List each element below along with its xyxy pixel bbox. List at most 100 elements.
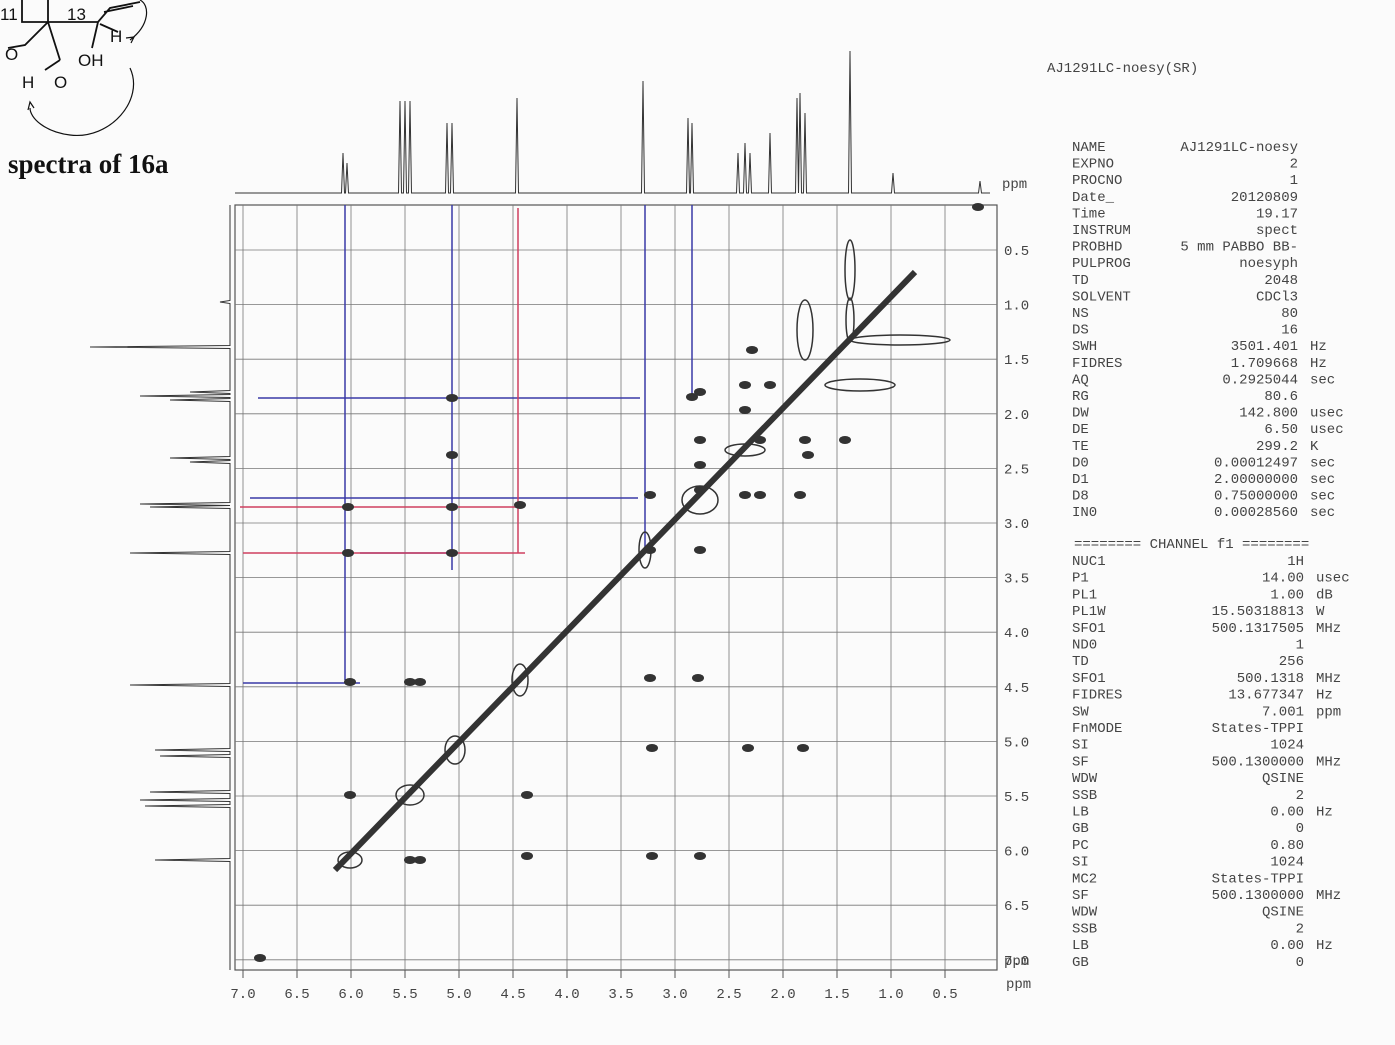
param-value: 19.17 <box>1256 206 1298 222</box>
param-value: 1 <box>1290 173 1298 189</box>
cross-peak <box>414 856 426 864</box>
cross-peak <box>694 486 706 494</box>
param-name: SWH <box>1072 339 1097 355</box>
x-tick-label: 3.0 <box>662 987 687 1003</box>
y-tick-label: 0.5 <box>1004 244 1029 260</box>
x-tick-label: 2.0 <box>770 987 795 1003</box>
atom-label: O <box>54 73 67 92</box>
param-unit: sec <box>1310 505 1335 521</box>
param-unit: MHz <box>1316 754 1341 770</box>
param-name: Time <box>1072 206 1106 222</box>
param-name: DW <box>1072 406 1089 422</box>
param-name: NS <box>1072 306 1089 322</box>
param-value: QSINE <box>1262 771 1304 787</box>
param-name: SSB <box>1072 921 1097 937</box>
y-tick-label: 2.0 <box>1004 408 1029 424</box>
param-name: SFO1 <box>1072 621 1106 637</box>
param-name: AQ <box>1072 372 1089 388</box>
param-value: AJ1291LC-noesy <box>1180 140 1298 156</box>
param-name: SF <box>1072 754 1089 770</box>
cross-peak <box>694 852 706 860</box>
param-name: PROBHD <box>1072 240 1122 256</box>
param-name: DE <box>1072 422 1089 438</box>
param-value: 20120809 <box>1231 190 1298 206</box>
cross-peak <box>446 451 458 459</box>
cross-peak <box>694 388 706 396</box>
cross-peak <box>839 436 851 444</box>
param-name: MC2 <box>1072 871 1097 887</box>
cross-peak <box>694 546 706 554</box>
param-name: FnMODE <box>1072 721 1122 737</box>
param-value: 0.75000000 <box>1214 489 1298 505</box>
cross-peak <box>739 491 751 499</box>
param-value: 6.50 <box>1264 422 1298 438</box>
param-value: States-TPPI <box>1212 871 1304 887</box>
cross-peak <box>395 784 425 806</box>
param-name: EXPNO <box>1072 157 1114 173</box>
param-value: 1.709668 <box>1231 356 1298 372</box>
cross-peak <box>444 735 466 765</box>
figure-caption: spectra of 16a <box>8 149 169 179</box>
cross-peak <box>799 436 811 444</box>
cross-peak <box>802 451 814 459</box>
param-value: 13.677347 <box>1228 688 1304 704</box>
param-unit: W <box>1316 604 1325 620</box>
param-value: QSINE <box>1262 905 1304 921</box>
param-value: 15.50318813 <box>1212 604 1304 620</box>
param-name: PULPROG <box>1072 256 1131 272</box>
atom-label: H <box>110 27 122 46</box>
param-unit: Hz <box>1310 356 1327 372</box>
param-value: 500.1317505 <box>1212 621 1304 637</box>
param-name: TE <box>1072 439 1089 455</box>
cross-peak <box>644 491 656 499</box>
y-tick-label: 1.0 <box>1004 299 1029 315</box>
cross-peak <box>742 744 754 752</box>
cross-peak <box>646 744 658 752</box>
y-tick-label: 6.0 <box>1004 845 1029 861</box>
param-unit: usec <box>1310 406 1344 422</box>
x-tick-label: 4.0 <box>554 987 579 1003</box>
param-name: SW <box>1072 704 1089 720</box>
param-value: 0.00028560 <box>1214 505 1298 521</box>
x-tick-label: 2.5 <box>716 987 741 1003</box>
y-tick-label: 5.5 <box>1004 790 1029 806</box>
cross-peak <box>764 381 776 389</box>
cross-peak <box>644 546 656 554</box>
param-unit: MHz <box>1316 888 1341 904</box>
param-value: 16 <box>1281 323 1298 339</box>
param-value: 0 <box>1296 821 1304 837</box>
param-unit: sec <box>1310 472 1335 488</box>
param-value: 1 <box>1296 638 1304 654</box>
param-name: D1 <box>1072 472 1089 488</box>
param-value: 0.80 <box>1270 838 1304 854</box>
param-value: 1024 <box>1270 738 1304 754</box>
param-value: 142.800 <box>1239 406 1298 422</box>
cross-peak <box>446 394 458 402</box>
param-value: 80.6 <box>1264 389 1298 405</box>
x-tick-label: 0.5 <box>932 987 957 1003</box>
param-value: 7.001 <box>1262 704 1304 720</box>
spectrum-title: AJ1291LC-noesy(SR) <box>1047 61 1198 77</box>
param-name: PL1 <box>1072 587 1097 603</box>
cross-peak <box>511 663 529 697</box>
param-value: spect <box>1256 223 1298 239</box>
x-tick-label: 1.5 <box>824 987 849 1003</box>
param-name: INSTRUM <box>1072 223 1131 239</box>
y-axis-unit: ppm <box>1004 954 1029 970</box>
param-name: WDW <box>1072 905 1098 921</box>
param-value: 1H <box>1287 554 1304 570</box>
param-unit: Hz <box>1316 688 1333 704</box>
param-name: SI <box>1072 738 1089 754</box>
param-value: 0 <box>1296 955 1304 971</box>
cross-peak <box>972 203 984 211</box>
param-unit: sec <box>1310 489 1335 505</box>
param-name: PC <box>1072 838 1089 854</box>
cross-peak <box>337 851 363 869</box>
y-tick-label: 5.0 <box>1004 735 1029 751</box>
param-value: 0.00 <box>1270 938 1304 954</box>
param-value: 2 <box>1296 921 1304 937</box>
param-name: SSB <box>1072 788 1097 804</box>
cross-peaks <box>254 203 984 962</box>
